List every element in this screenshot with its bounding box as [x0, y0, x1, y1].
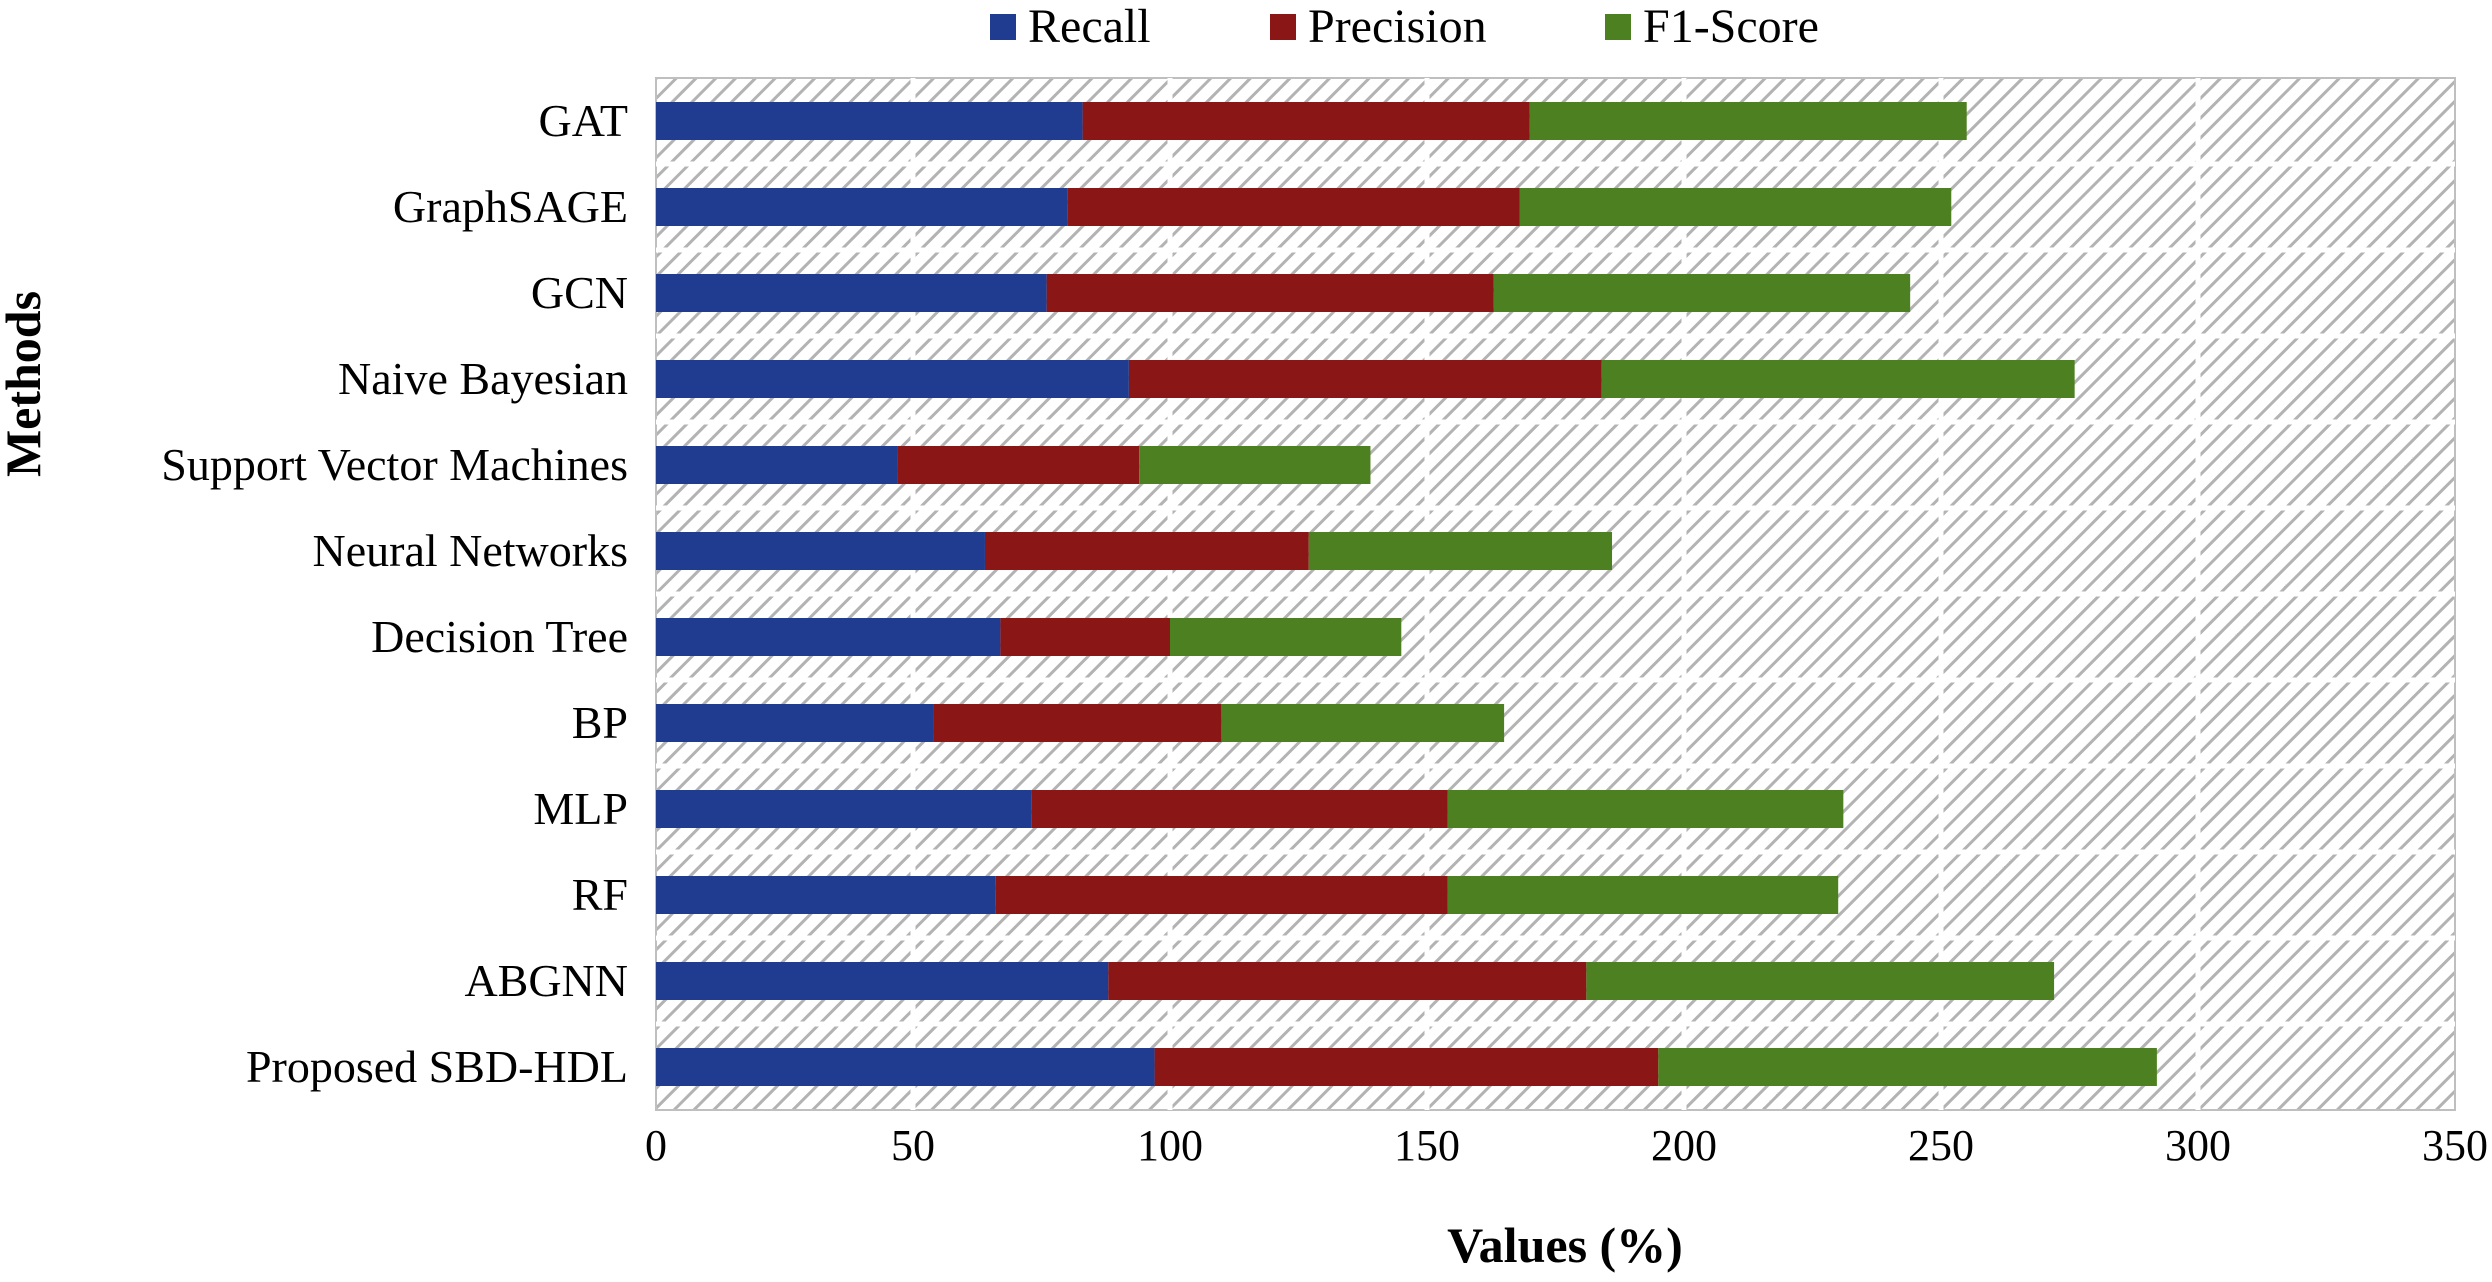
bar-precision-1	[1082, 102, 1530, 140]
bar-precision-5	[897, 446, 1140, 484]
x-tick-label: 200	[1651, 1121, 1717, 1170]
bar-precision-10	[995, 876, 1448, 914]
category-label: GraphSAGE	[393, 181, 628, 232]
bar-precision-3	[1046, 274, 1494, 312]
bar-recall-6	[656, 532, 985, 570]
bar-recall-11	[656, 962, 1109, 1000]
legend-label-recall: Recall	[1028, 0, 1151, 53]
x-tick-label: 150	[1394, 1121, 1460, 1170]
category-label: Support Vector Machines	[161, 439, 628, 490]
legend-label-f1-score: F1-Score	[1643, 0, 1819, 53]
x-tick-label: 0	[645, 1121, 667, 1170]
category-labels: GAT GraphSAGE GCN Naive Bayesian Support Vec…	[161, 95, 628, 1092]
x-axis-title: Values (%)	[1447, 1217, 1683, 1273]
bars	[656, 102, 2157, 1086]
category-label: RF	[572, 869, 628, 920]
legend: Recall Precision F1-Score	[990, 0, 1819, 53]
bar-f1-score-9	[1447, 790, 1844, 828]
bar-f1-score-10	[1447, 876, 1839, 914]
category-label: Neural Networks	[312, 525, 628, 576]
category-label: BP	[572, 697, 628, 748]
category-label: Proposed SBD-HDL	[246, 1041, 628, 1092]
x-tick-label: 100	[1137, 1121, 1203, 1170]
bar-f1-score-2	[1519, 188, 1952, 226]
bar-recall-7	[656, 618, 1001, 656]
bar-recall-3	[656, 274, 1047, 312]
bar-recall-2	[656, 188, 1068, 226]
y-axis-title: Methods	[0, 291, 51, 477]
x-tick-label: 300	[2165, 1121, 2231, 1170]
legend-swatch-f1-score	[1605, 14, 1631, 40]
bar-f1-score-1	[1529, 102, 1967, 140]
legend-label-precision: Precision	[1308, 0, 1487, 53]
bar-f1-score-4	[1601, 360, 2075, 398]
x-tick-label: 250	[1908, 1121, 1974, 1170]
bar-f1-score-7	[1170, 618, 1402, 656]
bar-f1-score-11	[1586, 962, 2055, 1000]
category-label: GCN	[531, 267, 628, 318]
bar-recall-5	[656, 446, 898, 484]
bar-f1-score-6	[1308, 532, 1613, 570]
bar-precision-6	[984, 532, 1309, 570]
bar-recall-9	[656, 790, 1032, 828]
bar-recall-10	[656, 876, 996, 914]
bar-recall-12	[656, 1048, 1155, 1086]
bar-f1-score-3	[1493, 274, 1911, 312]
bar-precision-4	[1128, 360, 1602, 398]
category-label: MLP	[533, 783, 628, 834]
plot-area	[655, 77, 2456, 1111]
category-label: Decision Tree	[371, 611, 628, 662]
x-tick-label: 350	[2422, 1121, 2488, 1170]
legend-swatch-precision	[1270, 14, 1296, 40]
bar-precision-9	[1031, 790, 1448, 828]
bar-recall-4	[656, 360, 1129, 398]
bar-precision-8	[933, 704, 1222, 742]
bar-recall-1	[656, 102, 1083, 140]
bar-precision-11	[1108, 962, 1587, 1000]
bar-precision-2	[1067, 188, 1520, 226]
bar-precision-12	[1154, 1048, 1659, 1086]
category-label: Naive Bayesian	[338, 353, 628, 404]
category-label: ABGNN	[464, 955, 628, 1006]
bar-f1-score-12	[1658, 1048, 2157, 1086]
bar-f1-score-8	[1221, 704, 1505, 742]
bar-f1-score-5	[1139, 446, 1371, 484]
bar-recall-8	[656, 704, 934, 742]
x-tick-label: 50	[891, 1121, 935, 1170]
legend-swatch-recall	[990, 14, 1016, 40]
bar-precision-7	[1000, 618, 1170, 656]
category-label: GAT	[539, 95, 628, 146]
x-tick-labels: 0 50 100 150 200 250 300 350	[645, 1121, 2488, 1170]
